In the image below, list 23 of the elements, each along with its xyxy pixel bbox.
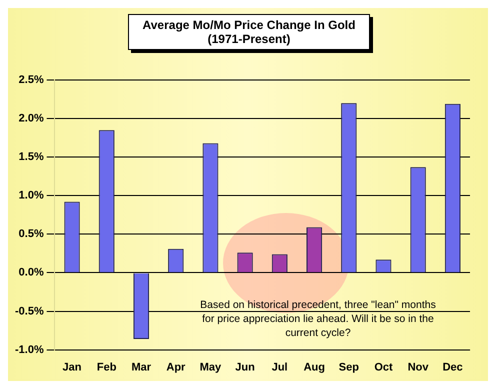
x-tick-label: Dec: [442, 361, 463, 374]
chart-subtitle: (1971-Present): [206, 32, 292, 46]
x-tick-label: Aug: [304, 361, 325, 374]
chart-title: Average Mo/Mo Price Change In Gold: [142, 18, 356, 32]
x-tick-label: Jun: [235, 361, 256, 374]
y-tick-label: -0.5%: [14, 305, 44, 318]
x-tick-label: Jul: [272, 361, 288, 374]
x-tick-label: Nov: [408, 361, 430, 374]
x-tick-label: Jan: [62, 361, 82, 374]
x-tick-label: May: [200, 361, 222, 374]
x-tick-label: Apr: [166, 361, 186, 374]
y-tick-label: -1.0%: [14, 344, 44, 356]
x-tick-label: Mar: [131, 361, 152, 374]
y-tick-label: 0.5%: [18, 228, 44, 240]
x-tick-label: Feb: [96, 361, 117, 374]
y-tick-label: 1.0%: [18, 190, 44, 202]
y-tick-label: 2.0%: [18, 112, 44, 125]
x-tick-label: Sep: [338, 361, 360, 374]
y-tick-label: 2.5%: [18, 74, 44, 86]
x-tick-label: Oct: [374, 361, 393, 374]
y-tick-label: 0.0%: [18, 266, 44, 279]
annotation: Based on historical precedent, three "lean" months for price appreciation lie ahead. Will it be so in the current cycle?: [199, 298, 437, 340]
y-tick-label: 1.5%: [18, 151, 44, 164]
